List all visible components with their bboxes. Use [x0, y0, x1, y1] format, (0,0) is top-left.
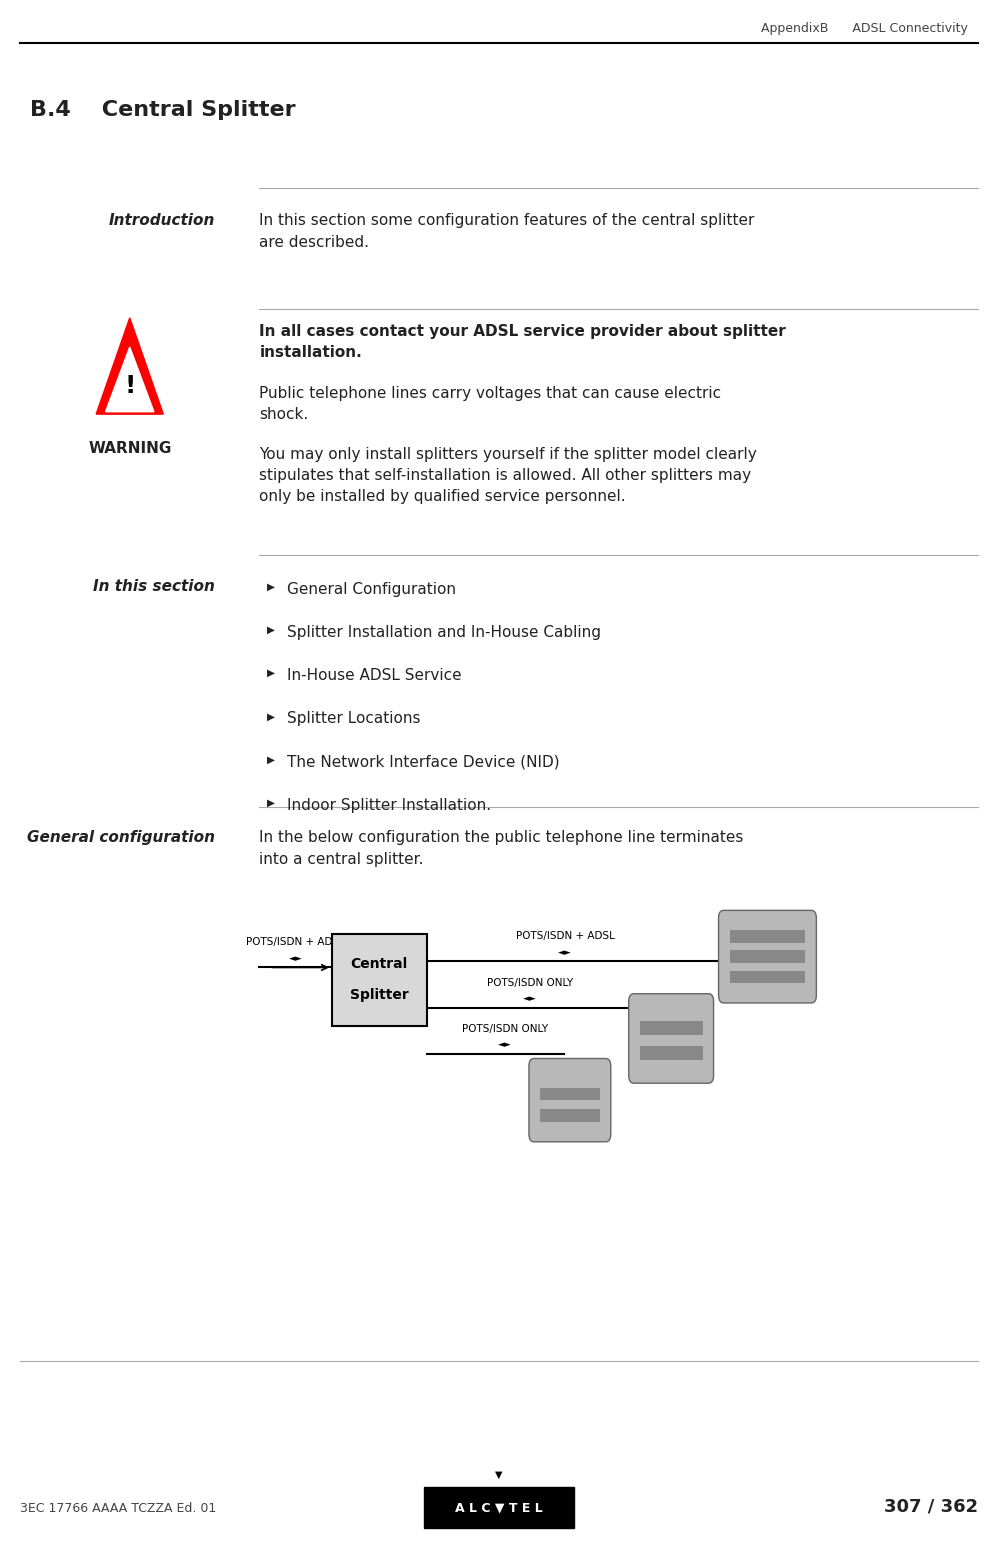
Text: POTS/ISDN ONLY: POTS/ISDN ONLY	[462, 1025, 548, 1034]
Text: In this section: In this section	[93, 579, 215, 594]
Bar	[730, 971, 805, 983]
Text: AppendixB      ADSL Connectivity: AppendixB ADSL Connectivity	[761, 23, 968, 35]
FancyBboxPatch shape	[529, 1058, 611, 1142]
Text: In the below configuration the public telephone line terminates
into a central s: In the below configuration the public te…	[259, 830, 744, 867]
Text: Splitter Locations: Splitter Locations	[287, 711, 421, 727]
Text: A L C ▼ T E L: A L C ▼ T E L	[455, 1501, 543, 1514]
Text: In-House ADSL Service: In-House ADSL Service	[287, 668, 462, 684]
FancyBboxPatch shape	[331, 934, 426, 1026]
Text: ▼: ▼	[495, 1470, 503, 1480]
Polygon shape	[106, 347, 154, 412]
Text: Splitter: Splitter	[350, 988, 408, 1003]
Text: In all cases contact your ADSL service provider about splitter
installation.: In all cases contact your ADSL service p…	[259, 324, 786, 360]
Text: Central: Central	[350, 957, 408, 972]
Text: ▶: ▶	[267, 625, 275, 634]
Text: ◄►: ◄►	[523, 994, 537, 1003]
Text: !: !	[124, 373, 136, 398]
Bar	[540, 1109, 600, 1122]
Text: ◄►: ◄►	[288, 954, 302, 963]
Bar	[730, 950, 805, 963]
Text: ▶: ▶	[267, 755, 275, 764]
Text: General configuration: General configuration	[27, 830, 215, 846]
Text: The Network Interface Device (NID): The Network Interface Device (NID)	[287, 755, 560, 770]
Text: ◄►: ◄►	[558, 947, 572, 957]
Bar	[640, 1021, 703, 1035]
Text: Indoor Splitter Installation.: Indoor Splitter Installation.	[287, 798, 492, 813]
Text: Splitter Installation and In-House Cabling: Splitter Installation and In-House Cabli…	[287, 625, 602, 640]
Text: WARNING: WARNING	[88, 441, 172, 457]
Bar	[730, 930, 805, 943]
Text: ◄►: ◄►	[498, 1040, 512, 1049]
Text: ▶: ▶	[267, 582, 275, 591]
Text: POTS/ISDN + ADSL: POTS/ISDN + ADSL	[247, 938, 345, 947]
Text: ▶: ▶	[267, 798, 275, 807]
Text: You may only install splitters yourself if the splitter model clearly
stipulates: You may only install splitters yourself …	[259, 447, 757, 505]
Text: POTS/ISDN ONLY: POTS/ISDN ONLY	[487, 978, 573, 988]
FancyBboxPatch shape	[719, 910, 816, 1003]
Bar	[540, 1088, 600, 1100]
Text: ▶: ▶	[267, 711, 275, 721]
Text: POTS/ISDN + ADSL: POTS/ISDN + ADSL	[516, 932, 615, 941]
Text: Public telephone lines carry voltages that can cause electric
shock.: Public telephone lines carry voltages th…	[259, 386, 722, 421]
Text: 3EC 17766 AAAA TCZZA Ed. 01: 3EC 17766 AAAA TCZZA Ed. 01	[20, 1503, 217, 1515]
Text: In this section some configuration features of the central splitter
are describe: In this section some configuration featu…	[259, 213, 754, 250]
Bar	[640, 1046, 703, 1060]
Text: General Configuration: General Configuration	[287, 582, 456, 597]
Polygon shape	[96, 318, 164, 414]
Text: B.4    Central Splitter: B.4 Central Splitter	[30, 100, 295, 120]
Text: ▶: ▶	[267, 668, 275, 677]
Text: Introduction: Introduction	[108, 213, 215, 228]
Text: 307 / 362: 307 / 362	[884, 1497, 978, 1515]
FancyBboxPatch shape	[629, 994, 714, 1083]
FancyBboxPatch shape	[424, 1487, 574, 1528]
